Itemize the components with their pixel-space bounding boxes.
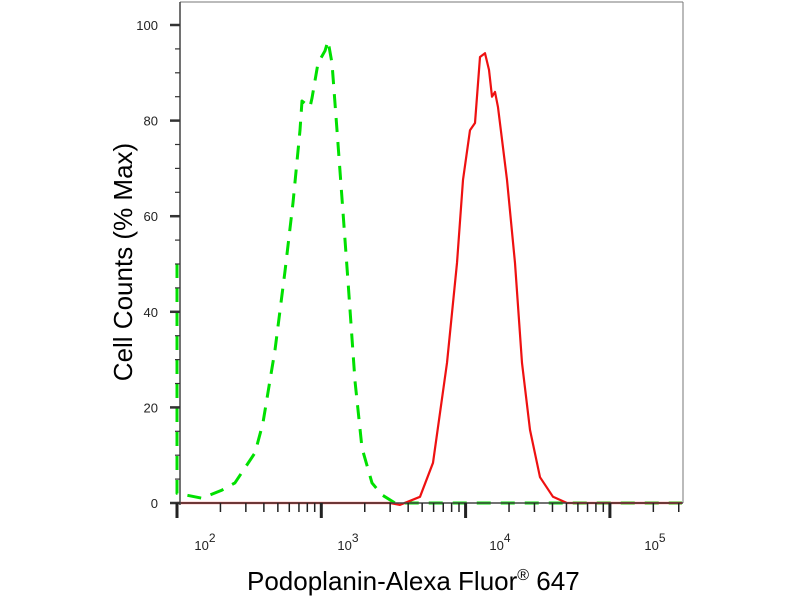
- x-tick-label: 104: [489, 531, 510, 553]
- y-tick-label: 100: [136, 18, 158, 33]
- registered-mark: ®: [517, 567, 529, 584]
- x-tick-base: 10: [337, 538, 351, 553]
- control-histogram-line: [175, 39, 682, 505]
- x-tick-base: 10: [644, 538, 658, 553]
- x-ticks: 102 103 104 105: [175, 503, 680, 553]
- x-tick-exponent: 5: [659, 531, 666, 545]
- x-tick-label: 102: [194, 531, 215, 553]
- y-tick-label: 60: [144, 209, 158, 224]
- y-axis-title: Cell Counts (% Max): [108, 143, 138, 381]
- x-tick-label: 105: [644, 531, 665, 553]
- x-tick-base: 10: [194, 538, 208, 553]
- x-title-end: 647: [529, 566, 580, 596]
- y-tick-label: 20: [144, 400, 158, 415]
- x-title-main: Podoplanin-Alexa Fluor: [247, 566, 518, 596]
- y-tick-label: 80: [144, 114, 158, 129]
- sample-histogram-line: [177, 52, 682, 506]
- x-tick-label: 103: [337, 531, 358, 553]
- x-tick-exponent: 3: [352, 531, 359, 545]
- y-tick-label: 40: [144, 305, 158, 320]
- y-tick-label: 0: [151, 496, 158, 511]
- series-layer: [175, 39, 682, 506]
- x-tick-exponent: 2: [209, 531, 216, 545]
- axes: [178, 2, 683, 505]
- x-axis-title: Podoplanin-Alexa Fluor® 647: [247, 566, 580, 596]
- x-tick-base: 10: [489, 538, 503, 553]
- x-tick-exponent: 4: [504, 531, 511, 545]
- y-ticks: 0 20 40 60 80 100: [136, 18, 180, 511]
- plot-frame: [180, 1, 684, 503]
